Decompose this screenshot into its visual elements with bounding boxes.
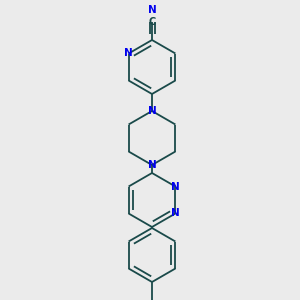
Text: N: N	[124, 49, 133, 58]
Text: N: N	[148, 106, 156, 116]
Text: N: N	[148, 160, 156, 170]
Text: N: N	[148, 5, 156, 15]
Text: C: C	[148, 17, 156, 27]
Text: N: N	[171, 182, 180, 191]
Text: N: N	[171, 208, 180, 218]
